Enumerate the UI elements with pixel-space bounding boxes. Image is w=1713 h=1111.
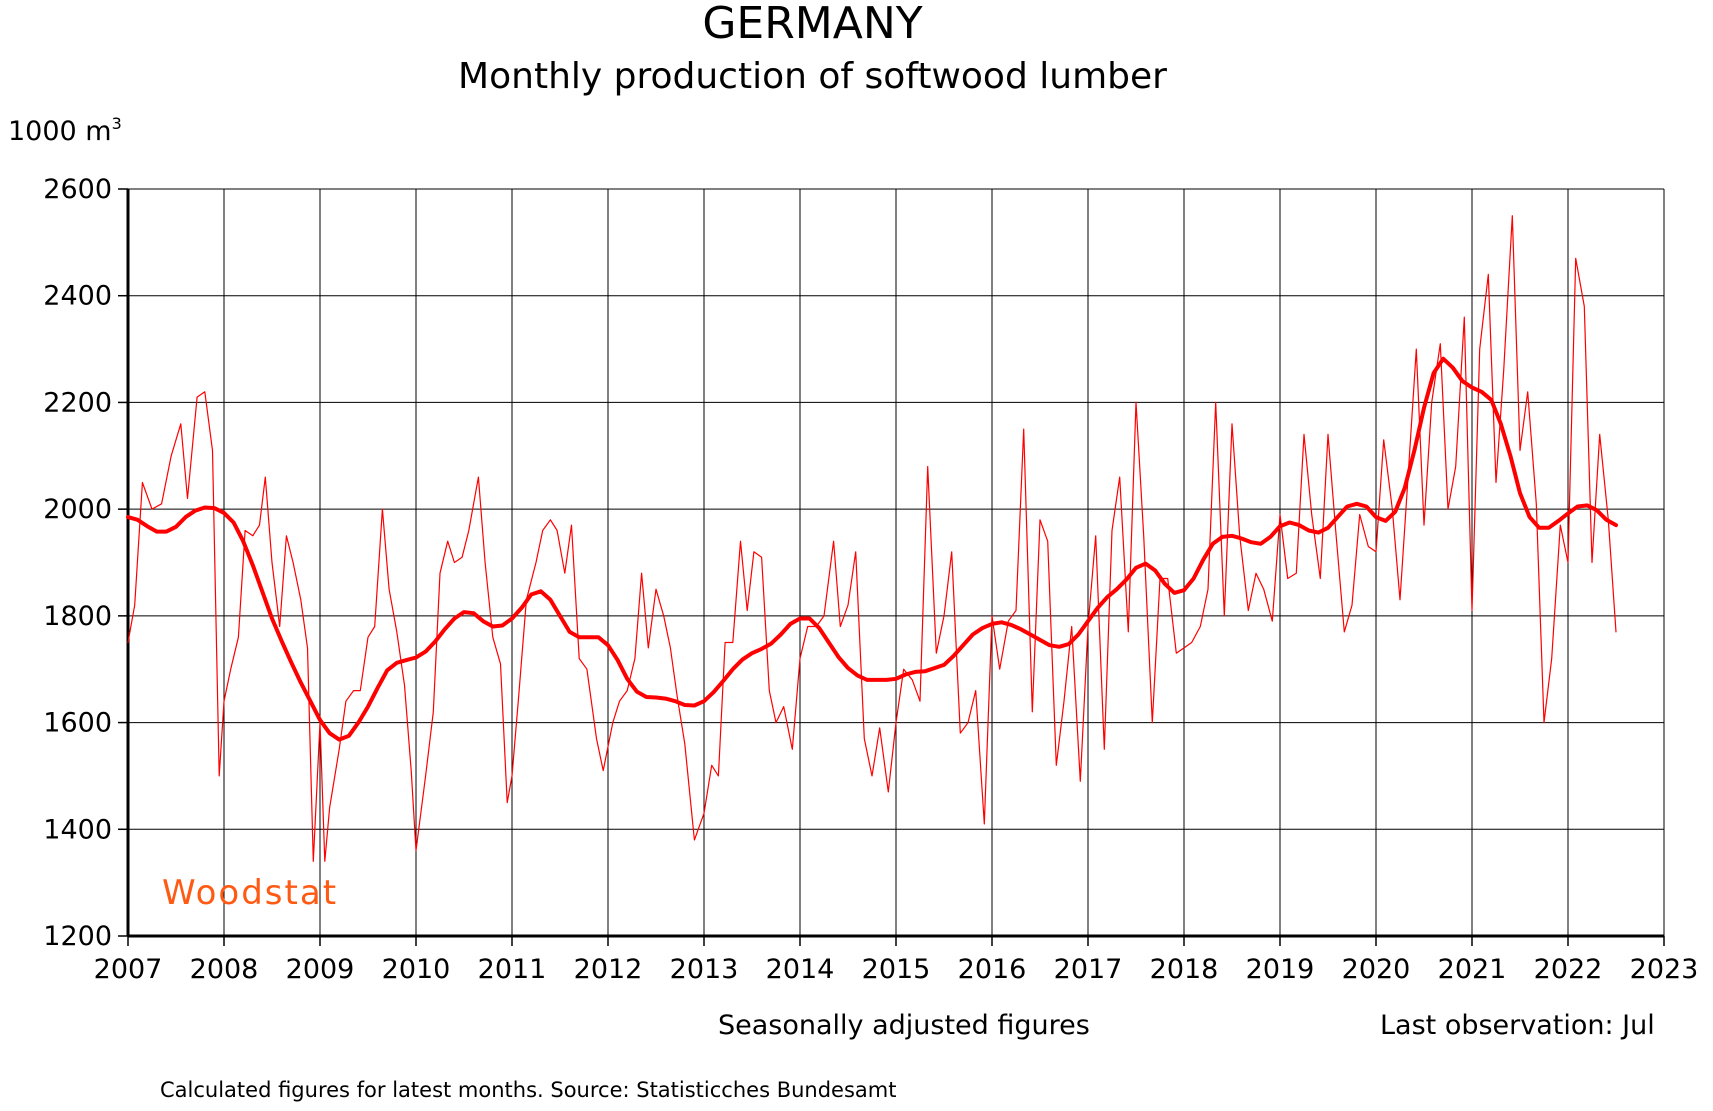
- y-tick-label: 2400: [43, 281, 112, 312]
- y-axis-unit-label: 1000 m3: [8, 114, 122, 147]
- x-tick-label: 2019: [1246, 954, 1315, 985]
- x-tick-label: 2007: [94, 954, 163, 985]
- y-tick-label: 2200: [43, 387, 112, 418]
- unit-text: 1000 m: [8, 116, 112, 147]
- y-tick-label: 2600: [43, 174, 112, 205]
- trend-series-line: [126, 356, 1618, 742]
- y-tick-label: 1200: [43, 921, 112, 952]
- x-tick-label: 2010: [382, 954, 451, 985]
- x-tick-label: 2014: [766, 954, 835, 985]
- y-tick-label: 2000: [43, 494, 112, 525]
- unit-superscript: 3: [111, 114, 122, 133]
- y-tick-label: 1400: [43, 814, 112, 845]
- y-axis-ticks: 1200 1400 1600 1800 2000 2200 2400 2600: [43, 174, 112, 952]
- y-tick-label: 1600: [43, 708, 112, 739]
- x-tick-label: 2020: [1342, 954, 1411, 985]
- x-tick-label: 2021: [1438, 954, 1507, 985]
- y-tick-label: 1800: [43, 601, 112, 632]
- x-tick-label: 2008: [190, 954, 259, 985]
- x-tick-label: 2009: [286, 954, 355, 985]
- grid-lines: [118, 188, 1665, 946]
- x-tick-label: 2023: [1630, 954, 1699, 985]
- chart-subtitle: Monthly production of softwood lumber: [458, 56, 1167, 97]
- x-tick-label: 2018: [1150, 954, 1219, 985]
- seasonally-adjusted-note: Seasonally adjusted figures: [718, 1010, 1090, 1041]
- x-tick-label: 2017: [1054, 954, 1123, 985]
- x-tick-label: 2016: [958, 954, 1027, 985]
- x-tick-label: 2022: [1534, 954, 1603, 985]
- source-note: Calculated figures for latest months. So…: [160, 1078, 897, 1102]
- x-tick-label: 2011: [478, 954, 547, 985]
- last-observation-note: Last observation: Jul: [1380, 1010, 1655, 1041]
- x-tick-label: 2013: [670, 954, 739, 985]
- chart-title: GERMANY: [702, 0, 923, 49]
- x-tick-label: 2015: [862, 954, 931, 985]
- series-group: [126, 215, 1618, 862]
- woodstat-logo: Woodstat: [162, 873, 338, 913]
- x-tick-label: 2012: [574, 954, 643, 985]
- x-axis-ticks: 2007 2008 2009 2010 2011 2012 2013 2014 2015 2016…: [94, 954, 1699, 985]
- monthly-series-line: [127, 215, 1617, 862]
